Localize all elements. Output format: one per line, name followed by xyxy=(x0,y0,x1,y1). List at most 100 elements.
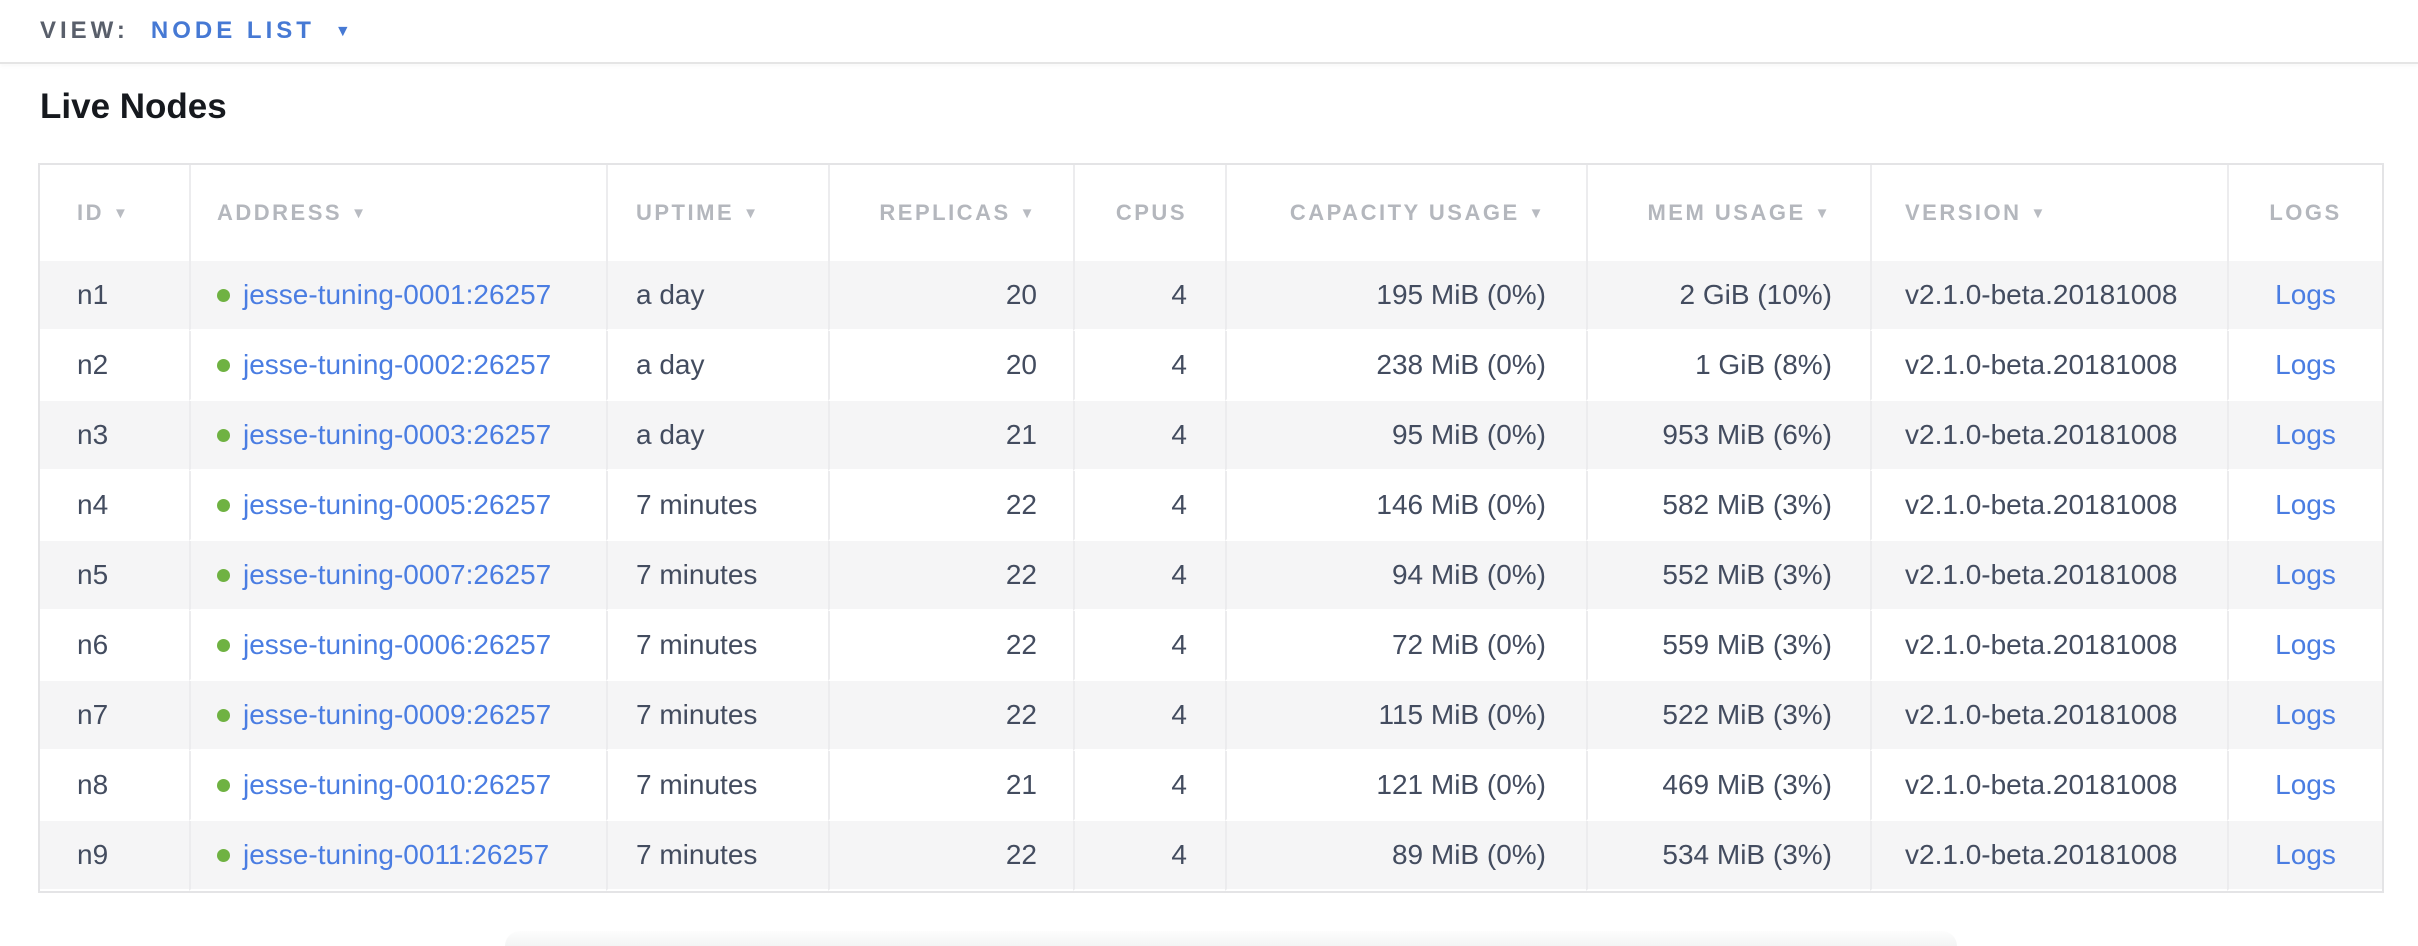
address-link[interactable]: jesse-tuning-0003:26257 xyxy=(243,419,552,450)
address-link[interactable]: jesse-tuning-0010:26257 xyxy=(243,769,552,800)
live-nodes-table-container: ID ▼ ADDRESS ▼ UPTIME ▼ REPLICAS ▼ CPUS CAPACITY … xyxy=(38,163,2384,893)
cell-logs: Logs xyxy=(2227,751,2382,821)
column-header-uptime[interactable]: UPTIME ▼ xyxy=(606,165,828,261)
cell-uptime: a day xyxy=(606,401,828,471)
table-row: n3 jesse-tuning-0003:26257 a day 21 4 95 MiB … xyxy=(40,401,2382,471)
address-link[interactable]: jesse-tuning-0002:26257 xyxy=(243,349,552,380)
cell-logs: Logs xyxy=(2227,821,2382,891)
cell-uptime: 7 minutes xyxy=(606,611,828,681)
cell-replicas: 22 xyxy=(828,821,1073,891)
cell-version: v2.1.0-beta.20181008 xyxy=(1870,751,2227,821)
view-dropdown[interactable]: NODE LIST ▼ xyxy=(151,17,355,45)
page-title: Live Nodes xyxy=(40,87,227,126)
column-header-label: CPUS xyxy=(1115,200,1187,225)
cell-id: n9 xyxy=(40,821,189,891)
cell-replicas: 20 xyxy=(828,261,1073,331)
address-link[interactable]: jesse-tuning-0009:26257 xyxy=(243,699,552,730)
view-dropdown-value: NODE LIST xyxy=(150,17,315,44)
cell-mem: 1 GiB (8%) xyxy=(1586,331,1870,401)
cell-capacity: 195 MiB (0%) xyxy=(1225,261,1586,331)
column-header-label: ID xyxy=(77,200,104,225)
column-header-version[interactable]: VERSION ▼ xyxy=(1870,165,2227,261)
logs-link[interactable]: Logs xyxy=(2275,769,2336,800)
logs-link[interactable]: Logs xyxy=(2275,489,2336,520)
cell-cpus: 4 xyxy=(1073,681,1225,751)
cell-id: n3 xyxy=(40,401,189,471)
column-header-label: CAPACITY USAGE xyxy=(1289,200,1520,225)
sort-caret-icon: ▼ xyxy=(351,205,369,222)
node-status-dot-icon xyxy=(217,779,230,792)
cell-id: n4 xyxy=(40,471,189,541)
logs-link[interactable]: Logs xyxy=(2275,839,2336,870)
cell-address: jesse-tuning-0005:26257 xyxy=(189,471,606,541)
logs-link[interactable]: Logs xyxy=(2275,349,2336,380)
table-row: n1 jesse-tuning-0001:26257 a day 20 4 195 MiB… xyxy=(40,261,2382,331)
address-link[interactable]: jesse-tuning-0011:26257 xyxy=(243,839,550,870)
cell-cpus: 4 xyxy=(1073,751,1225,821)
cell-mem: 559 MiB (3%) xyxy=(1586,611,1870,681)
column-header-logs: LOGS xyxy=(2227,165,2382,261)
cell-mem: 2 GiB (10%) xyxy=(1586,261,1870,331)
cell-capacity: 238 MiB (0%) xyxy=(1225,331,1586,401)
cell-address: jesse-tuning-0011:26257 xyxy=(189,821,606,891)
cell-replicas: 22 xyxy=(828,471,1073,541)
table-row: n4 jesse-tuning-0005:26257 7 minutes 22 4 146… xyxy=(40,471,2382,541)
column-header-label: VERSION xyxy=(1905,200,2022,225)
cell-mem: 552 MiB (3%) xyxy=(1586,541,1870,611)
logs-link[interactable]: Logs xyxy=(2275,559,2336,590)
sort-caret-icon: ▼ xyxy=(1814,205,1832,222)
table-row: n6 jesse-tuning-0006:26257 7 minutes 22 4 72 … xyxy=(40,611,2382,681)
cell-logs: Logs xyxy=(2227,331,2382,401)
cell-uptime: 7 minutes xyxy=(606,821,828,891)
cell-address: jesse-tuning-0003:26257 xyxy=(189,401,606,471)
logs-link[interactable]: Logs xyxy=(2275,629,2336,660)
address-link[interactable]: jesse-tuning-0007:26257 xyxy=(243,559,552,590)
address-link[interactable]: jesse-tuning-0001:26257 xyxy=(243,279,552,310)
sort-caret-icon: ▼ xyxy=(743,205,761,222)
node-status-dot-icon xyxy=(217,429,230,442)
cell-capacity: 94 MiB (0%) xyxy=(1225,541,1586,611)
cell-cpus: 4 xyxy=(1073,821,1225,891)
column-header-address[interactable]: ADDRESS ▼ xyxy=(189,165,606,261)
cell-logs: Logs xyxy=(2227,541,2382,611)
cell-uptime: 7 minutes xyxy=(606,541,828,611)
address-link[interactable]: jesse-tuning-0005:26257 xyxy=(243,489,552,520)
cell-uptime: 7 minutes xyxy=(606,751,828,821)
logs-link[interactable]: Logs xyxy=(2275,419,2336,450)
cell-replicas: 22 xyxy=(828,681,1073,751)
cell-address: jesse-tuning-0001:26257 xyxy=(189,261,606,331)
cell-id: n2 xyxy=(40,331,189,401)
table-row: n9 jesse-tuning-0011:26257 7 minutes 22 4 89 … xyxy=(40,821,2382,891)
cell-address: jesse-tuning-0009:26257 xyxy=(189,681,606,751)
cell-logs: Logs xyxy=(2227,261,2382,331)
cell-logs: Logs xyxy=(2227,401,2382,471)
cell-cpus: 4 xyxy=(1073,261,1225,331)
cell-cpus: 4 xyxy=(1073,331,1225,401)
cell-version: v2.1.0-beta.20181008 xyxy=(1870,331,2227,401)
column-header-id[interactable]: ID ▼ xyxy=(40,165,189,261)
cell-version: v2.1.0-beta.20181008 xyxy=(1870,401,2227,471)
logs-link[interactable]: Logs xyxy=(2275,279,2336,310)
column-header-label: ADDRESS xyxy=(217,200,343,225)
sort-caret-icon: ▼ xyxy=(113,205,131,222)
column-header-capacity[interactable]: CAPACITY USAGE ▼ xyxy=(1225,165,1586,261)
cell-logs: Logs xyxy=(2227,611,2382,681)
column-header-label: UPTIME xyxy=(636,200,735,225)
cell-capacity: 89 MiB (0%) xyxy=(1225,821,1586,891)
logs-link[interactable]: Logs xyxy=(2275,699,2336,730)
column-header-mem[interactable]: MEM USAGE ▼ xyxy=(1586,165,1870,261)
address-link[interactable]: jesse-tuning-0006:26257 xyxy=(243,629,552,660)
cell-id: n7 xyxy=(40,681,189,751)
table-row: n8 jesse-tuning-0010:26257 7 minutes 21 4 121… xyxy=(40,751,2382,821)
cell-mem: 953 MiB (6%) xyxy=(1586,401,1870,471)
view-selector-bar: VIEW: NODE LIST ▼ xyxy=(0,0,2418,64)
cell-address: jesse-tuning-0007:26257 xyxy=(189,541,606,611)
cell-cpus: 4 xyxy=(1073,611,1225,681)
sort-caret-icon: ▼ xyxy=(1019,205,1037,222)
column-header-label: LOGS xyxy=(2269,200,2342,225)
cell-mem: 582 MiB (3%) xyxy=(1586,471,1870,541)
cell-replicas: 20 xyxy=(828,331,1073,401)
cell-capacity: 95 MiB (0%) xyxy=(1225,401,1586,471)
cell-replicas: 21 xyxy=(828,751,1073,821)
column-header-replicas[interactable]: REPLICAS ▼ xyxy=(828,165,1073,261)
